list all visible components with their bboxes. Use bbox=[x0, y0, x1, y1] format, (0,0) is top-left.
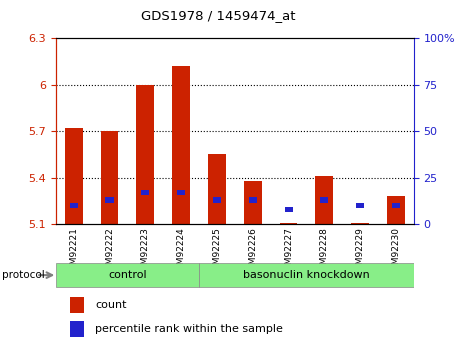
Text: GSM92227: GSM92227 bbox=[284, 227, 293, 276]
Bar bbox=[172, 66, 190, 224]
FancyBboxPatch shape bbox=[56, 264, 199, 287]
Text: protocol: protocol bbox=[2, 270, 45, 280]
Bar bbox=[249, 197, 257, 203]
Bar bbox=[141, 190, 149, 195]
Text: percentile rank within the sample: percentile rank within the sample bbox=[95, 324, 283, 334]
Text: GSM92221: GSM92221 bbox=[69, 227, 78, 276]
Bar bbox=[351, 223, 369, 224]
Text: GSM92228: GSM92228 bbox=[320, 227, 329, 276]
Bar bbox=[70, 203, 78, 208]
Bar bbox=[387, 196, 405, 224]
Bar bbox=[70, 321, 85, 337]
Text: GSM92230: GSM92230 bbox=[392, 227, 400, 276]
Bar bbox=[356, 203, 364, 208]
Bar bbox=[136, 85, 154, 224]
FancyBboxPatch shape bbox=[199, 264, 414, 287]
Bar bbox=[392, 203, 400, 208]
Bar bbox=[100, 131, 119, 224]
Bar bbox=[70, 297, 85, 313]
Bar bbox=[177, 190, 185, 195]
Text: GDS1978 / 1459474_at: GDS1978 / 1459474_at bbox=[141, 9, 296, 22]
Text: GSM92222: GSM92222 bbox=[105, 227, 114, 276]
Bar bbox=[315, 176, 333, 224]
Text: count: count bbox=[95, 300, 126, 310]
Text: GSM92224: GSM92224 bbox=[177, 227, 186, 276]
Text: control: control bbox=[108, 270, 147, 280]
Text: GSM92226: GSM92226 bbox=[248, 227, 257, 276]
Bar bbox=[213, 197, 221, 203]
Text: basonuclin knockdown: basonuclin knockdown bbox=[243, 270, 370, 280]
Bar bbox=[285, 207, 292, 212]
Text: GSM92225: GSM92225 bbox=[213, 227, 221, 276]
Bar bbox=[244, 181, 262, 224]
Text: GSM92223: GSM92223 bbox=[141, 227, 150, 276]
Text: GSM92229: GSM92229 bbox=[356, 227, 365, 276]
Bar bbox=[208, 154, 226, 224]
Bar bbox=[320, 197, 328, 203]
Bar bbox=[106, 197, 113, 203]
Bar bbox=[65, 128, 83, 224]
